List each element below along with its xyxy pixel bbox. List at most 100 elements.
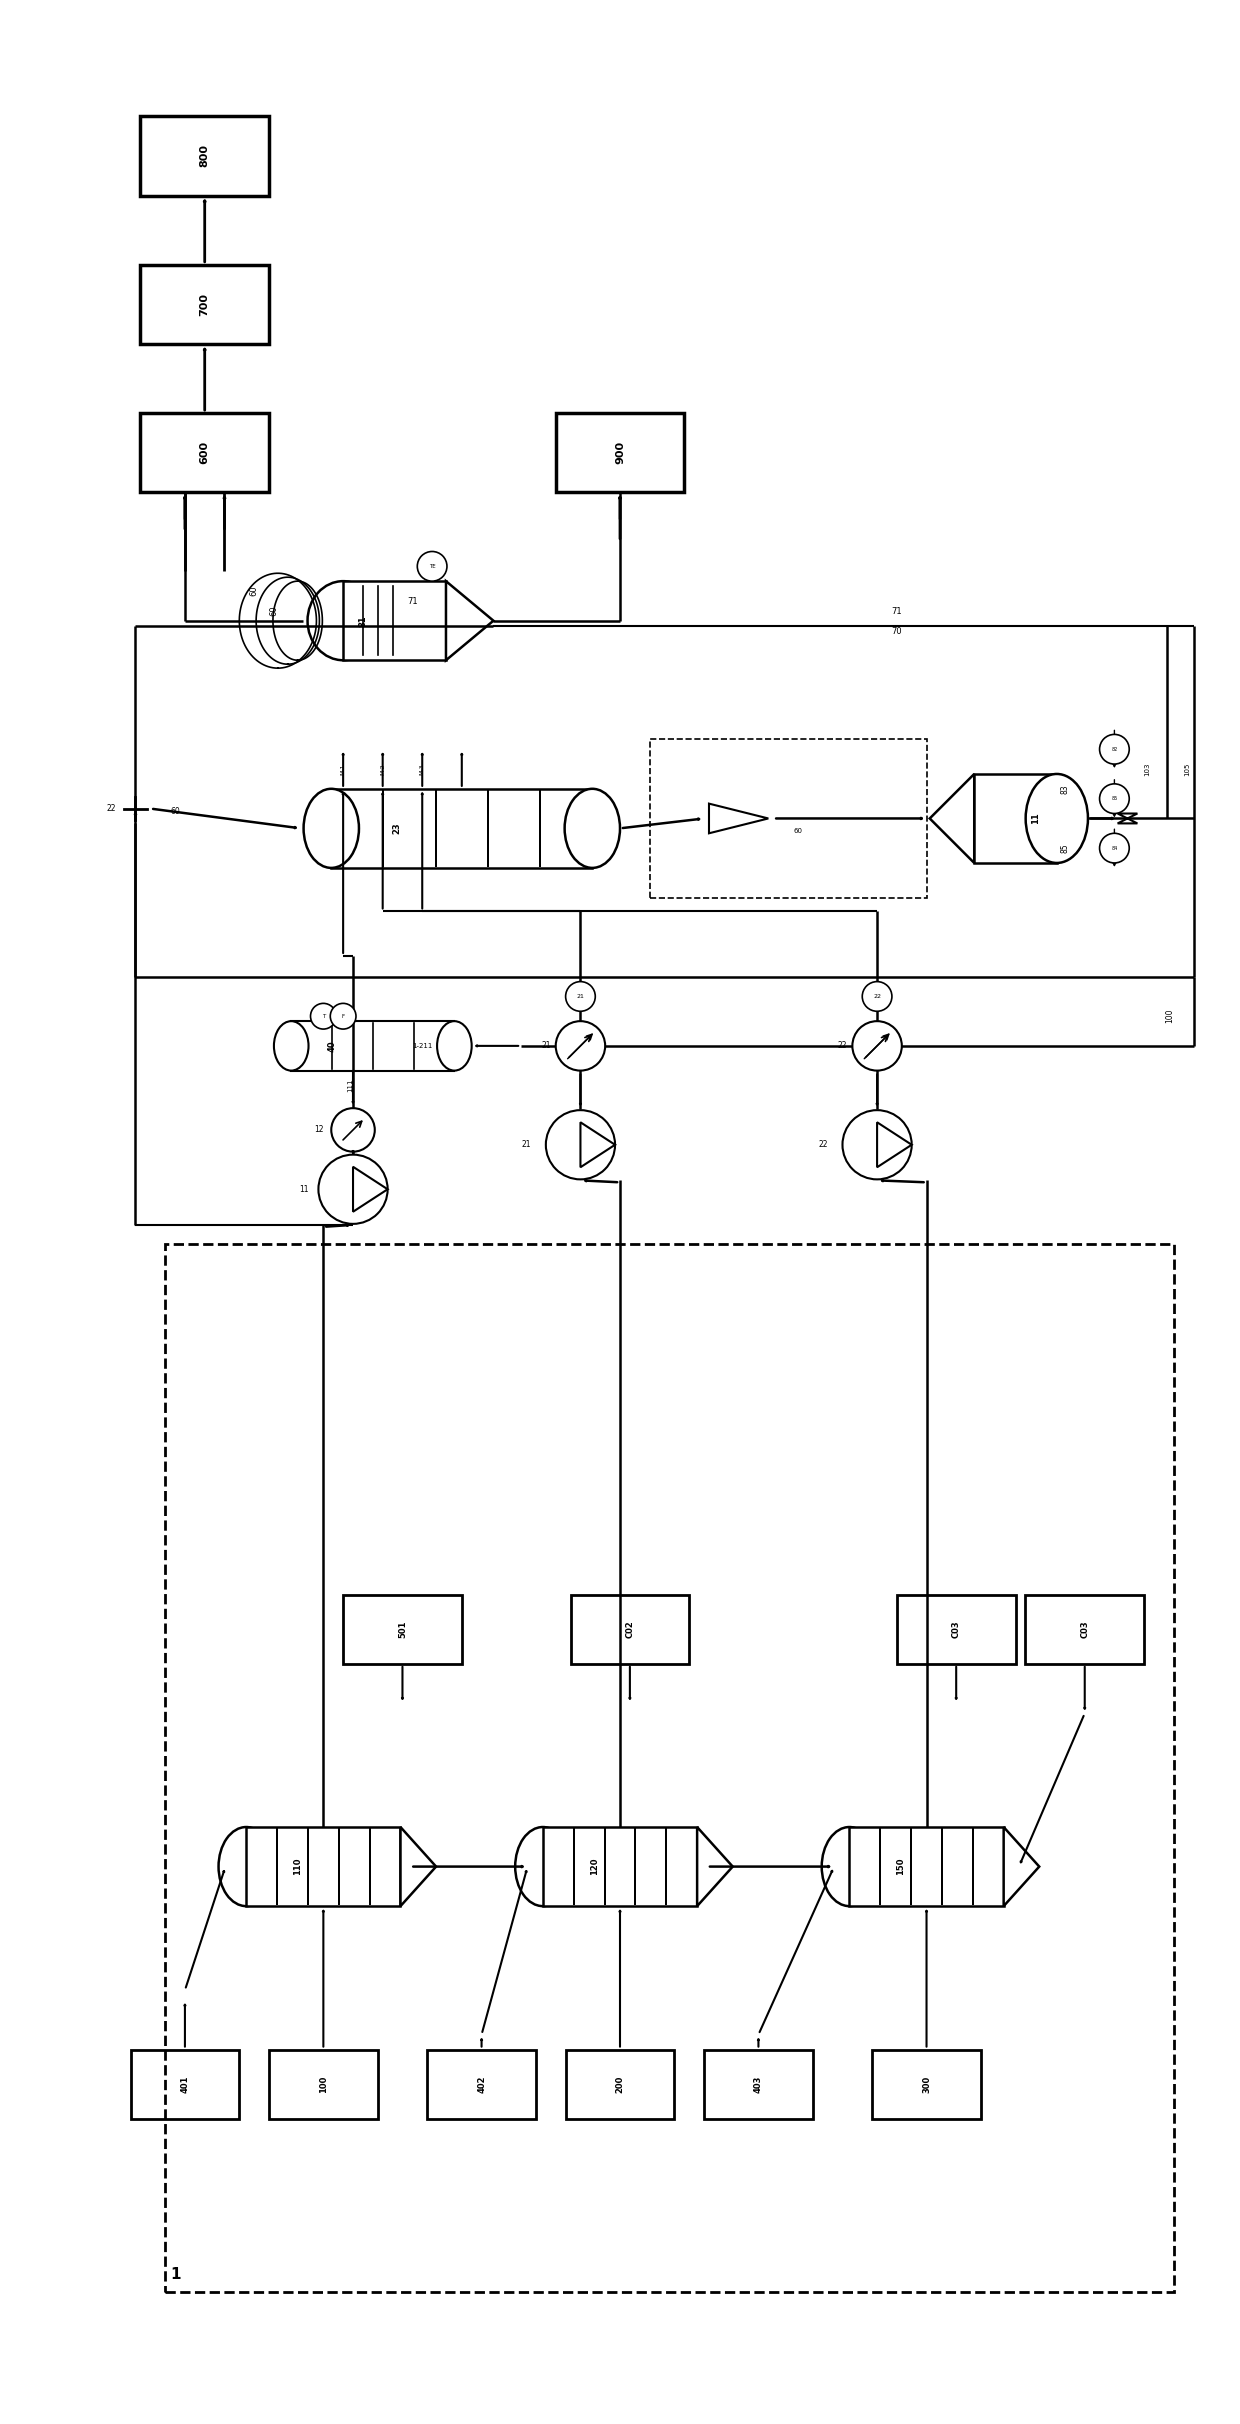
Circle shape (330, 1004, 356, 1030)
Circle shape (1100, 834, 1130, 863)
Circle shape (331, 1108, 374, 1151)
Bar (872, 2051, 981, 2119)
Text: 60: 60 (249, 587, 259, 596)
Text: 12: 12 (314, 1125, 324, 1134)
Text: 403: 403 (754, 2075, 763, 2092)
Polygon shape (930, 773, 975, 863)
Text: 11: 11 (1030, 812, 1040, 824)
Text: 71: 71 (407, 596, 418, 606)
Text: 21: 21 (577, 994, 584, 999)
Text: 81: 81 (358, 616, 367, 625)
Text: M-2: M-2 (381, 764, 386, 776)
Circle shape (319, 1154, 388, 1224)
Text: 120: 120 (590, 1857, 599, 1876)
Text: 22: 22 (838, 1042, 847, 1050)
Text: TE: TE (429, 565, 435, 570)
Circle shape (556, 1021, 605, 1071)
Bar (165, 1244, 1174, 2291)
Text: 105: 105 (1184, 761, 1190, 776)
Text: 21: 21 (542, 1042, 551, 1050)
Text: 110: 110 (293, 1857, 303, 1876)
Text: C03: C03 (1080, 1622, 1089, 1639)
Text: 22: 22 (873, 994, 882, 999)
Bar (140, 264, 269, 344)
Bar (343, 582, 446, 659)
Text: 70: 70 (892, 625, 903, 635)
Circle shape (862, 982, 892, 1011)
Bar (543, 1828, 697, 1905)
Bar (570, 1595, 689, 1663)
Bar (428, 2051, 536, 2119)
Text: 100: 100 (319, 2075, 327, 2092)
Text: 85: 85 (1111, 795, 1117, 802)
Text: 60: 60 (170, 807, 180, 817)
Circle shape (310, 1004, 336, 1030)
Bar (291, 1021, 454, 1071)
Text: 111: 111 (347, 1079, 353, 1093)
Text: 300: 300 (923, 2075, 931, 2092)
Bar (849, 1828, 1003, 1905)
Polygon shape (1003, 1828, 1039, 1905)
Text: 103: 103 (1145, 761, 1151, 776)
Text: 60: 60 (794, 829, 802, 834)
Text: 402: 402 (477, 2075, 486, 2092)
Text: 401: 401 (181, 2075, 190, 2092)
Bar (897, 1595, 1016, 1663)
Ellipse shape (436, 1021, 471, 1071)
Text: C03: C03 (951, 1622, 961, 1639)
Text: 23: 23 (392, 822, 401, 834)
Text: 600: 600 (200, 441, 210, 463)
Circle shape (842, 1110, 911, 1180)
Bar (247, 1828, 401, 1905)
Text: F: F (341, 1013, 345, 1018)
Bar (1025, 1595, 1145, 1663)
Bar (130, 2051, 239, 2119)
Ellipse shape (304, 788, 358, 868)
Polygon shape (877, 1122, 911, 1168)
Text: 200: 200 (615, 2075, 625, 2092)
Bar (556, 412, 684, 492)
Text: 1-211: 1-211 (413, 1042, 433, 1050)
Text: 1: 1 (170, 2266, 181, 2281)
Circle shape (418, 553, 446, 582)
Text: 11: 11 (299, 1185, 309, 1193)
Text: M-3: M-3 (420, 764, 425, 776)
Text: C02: C02 (625, 1619, 635, 1639)
Ellipse shape (274, 1021, 309, 1071)
Text: 150: 150 (897, 1857, 905, 1876)
Circle shape (852, 1021, 901, 1071)
Polygon shape (580, 1122, 615, 1168)
Text: 40: 40 (327, 1040, 336, 1052)
Polygon shape (401, 1828, 436, 1905)
Text: 22: 22 (107, 805, 115, 812)
Text: 700: 700 (200, 293, 210, 315)
Polygon shape (697, 1828, 733, 1905)
Text: 21: 21 (522, 1139, 531, 1149)
Bar (140, 116, 269, 196)
Polygon shape (1117, 814, 1137, 824)
Bar (331, 788, 593, 868)
Text: 22: 22 (818, 1139, 827, 1149)
Circle shape (565, 982, 595, 1011)
Bar (343, 1595, 461, 1663)
Text: 800: 800 (200, 145, 210, 167)
Text: 82: 82 (1111, 747, 1117, 751)
Ellipse shape (1025, 773, 1087, 863)
Bar (650, 739, 926, 897)
Text: 84: 84 (1111, 846, 1117, 851)
Text: 83: 83 (1060, 783, 1069, 793)
Polygon shape (446, 582, 494, 659)
Ellipse shape (515, 1828, 570, 1905)
Text: 501: 501 (398, 1622, 407, 1639)
Text: M-1: M-1 (341, 764, 346, 776)
Text: 85: 85 (1060, 844, 1069, 853)
Circle shape (1100, 783, 1130, 814)
Circle shape (1100, 734, 1130, 764)
Circle shape (546, 1110, 615, 1180)
Text: 71: 71 (892, 606, 903, 616)
Bar (140, 412, 269, 492)
Ellipse shape (218, 1828, 274, 1905)
Ellipse shape (822, 1828, 877, 1905)
Text: 900: 900 (615, 441, 625, 463)
Text: T: T (321, 1013, 325, 1018)
